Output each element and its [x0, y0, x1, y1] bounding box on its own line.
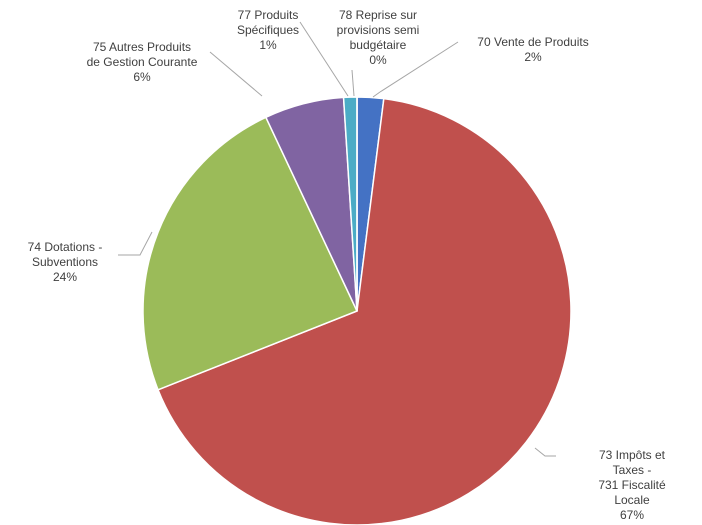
leader-line	[299, 21, 349, 97]
data-label: 78 Reprise sur provisions semi budgétair…	[337, 8, 420, 68]
data-label: 75 Autres Produits de Gestion Courante 6%	[87, 40, 198, 85]
value-label: 24%	[52, 270, 78, 284]
leader-line	[209, 51, 263, 97]
category-label: 70 Vente de Produits	[477, 35, 589, 49]
category-label: 74 Dotations - Subventions	[27, 240, 103, 269]
value-label: 67%	[619, 508, 645, 522]
value-label: 0%	[369, 53, 387, 67]
value-label: 6%	[133, 70, 151, 84]
data-label: 73 Impôts et Taxes - 731 Fiscalité Local…	[597, 448, 667, 523]
category-label: 73 Impôts et Taxes - 731 Fiscalité Local…	[598, 448, 666, 507]
leader-line	[351, 69, 355, 97]
data-label: 70 Vente de Produits 2%	[477, 35, 588, 65]
leader-line	[118, 231, 153, 256]
category-label: 78 Reprise sur provisions semi budgétair…	[336, 8, 420, 52]
leader-line	[534, 447, 556, 457]
value-label: 2%	[524, 50, 542, 64]
category-label: 75 Autres Produits de Gestion Courante	[86, 40, 198, 69]
pie-slice	[157, 97, 572, 525]
leader-line	[372, 41, 459, 98]
value-label: 1%	[259, 38, 277, 52]
data-label: 77 Produits Spécifiques 1%	[237, 8, 299, 53]
category-label: 77 Produits Spécifiques	[236, 8, 300, 37]
data-label: 74 Dotations - Subventions 24%	[28, 240, 103, 285]
pie-slice	[142, 116, 359, 391]
